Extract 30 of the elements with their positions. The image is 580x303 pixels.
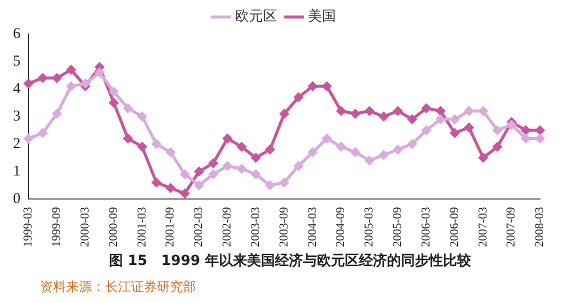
x-tick-label: 2001-03 — [134, 207, 148, 248]
y-tick-label: 5 — [13, 53, 20, 70]
y-tick-label: 3 — [13, 108, 20, 124]
x-tick-label: 2007-09 — [504, 207, 518, 248]
x-tick-label: 2005-09 — [390, 207, 404, 248]
x-tick-label: 2002-09 — [220, 207, 234, 248]
y-tick-label: 6 — [13, 26, 21, 42]
x-tick-label: 2000-09 — [106, 207, 120, 248]
x-tick-label: 2006-03 — [418, 207, 432, 248]
x-tick-label: 2004-09 — [333, 207, 348, 248]
x-tick-label: 2005-03 — [362, 207, 376, 248]
y-tick-label: 2 — [13, 136, 20, 152]
x-tick-label: 2001-09 — [162, 207, 177, 248]
x-tick-label: 2003-03 — [248, 207, 262, 248]
x-tick-label: 2008-03 — [532, 207, 546, 248]
y-tick-label: 1 — [13, 163, 20, 180]
x-tick-label: 2007-03 — [475, 207, 490, 248]
legend-label: 美国 — [308, 8, 336, 25]
legend-label: 欧元区 — [235, 8, 277, 25]
x-tick-label: 1999-09 — [49, 207, 64, 248]
text: 图 15 1999 年以来美国经济与欧元区经济的同步性比较 — [108, 252, 472, 270]
x-tick-label: 2002-03 — [191, 207, 206, 248]
y-tick-label: 4 — [13, 80, 21, 97]
y-tick-label: 0 — [13, 190, 20, 207]
text: 资料来源：长江证券研究部 — [40, 279, 196, 296]
x-tick-label: 2006-09 — [446, 207, 461, 248]
x-tick-label: 2000-03 — [77, 207, 92, 248]
x-tick-label: 1999-03 — [20, 207, 35, 248]
x-tick-label: 2003-09 — [276, 207, 290, 248]
x-tick-label: 2004-03 — [304, 207, 319, 248]
